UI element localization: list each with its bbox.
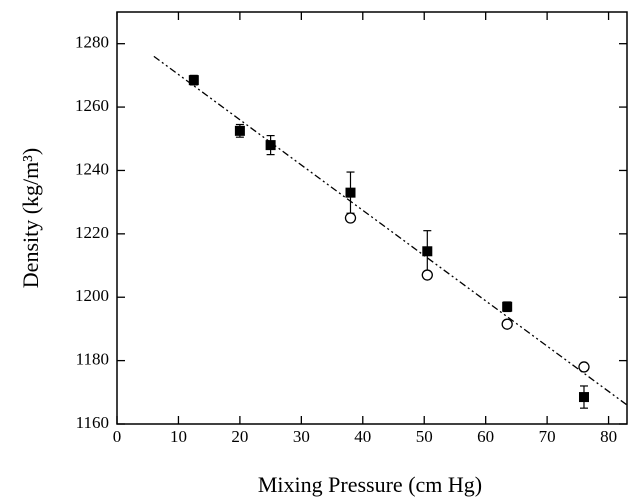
x-tick-label: 0 (113, 427, 122, 446)
y-tick-label: 1180 (76, 350, 109, 369)
x-axis-title: Mixing Pressure (cm Hg) (258, 472, 482, 497)
square-point (502, 301, 513, 312)
open-circle-point (578, 361, 590, 373)
x-tick-label: 80 (600, 427, 617, 446)
open-circle-point (421, 269, 433, 281)
square-point (578, 392, 589, 403)
x-tick-label: 30 (293, 427, 310, 446)
square-point (234, 125, 245, 136)
square-point (345, 187, 356, 198)
square-point (188, 75, 199, 86)
x-tick-label: 40 (354, 427, 371, 446)
y-tick-label: 1220 (75, 223, 109, 242)
y-tick-label: 1280 (75, 33, 109, 52)
x-tick-label: 60 (477, 427, 494, 446)
open-circle-point (344, 212, 357, 224)
fit-line (153, 55, 628, 406)
y-axis-title: Density (kg/m³) (18, 148, 43, 288)
y-tick-label: 1160 (76, 413, 109, 432)
square-point (422, 246, 433, 257)
y-tick-label: 1240 (75, 159, 109, 178)
y-tick-label: 1260 (75, 96, 109, 115)
plot-frame (116, 11, 628, 425)
x-tick-label: 70 (539, 427, 556, 446)
x-tick-label: 10 (170, 427, 187, 446)
square-point (265, 140, 276, 151)
x-tick-label: 20 (231, 427, 248, 446)
open-circle-point (501, 318, 513, 330)
y-tick-label: 1200 (75, 286, 109, 305)
x-tick-label: 50 (416, 427, 433, 446)
